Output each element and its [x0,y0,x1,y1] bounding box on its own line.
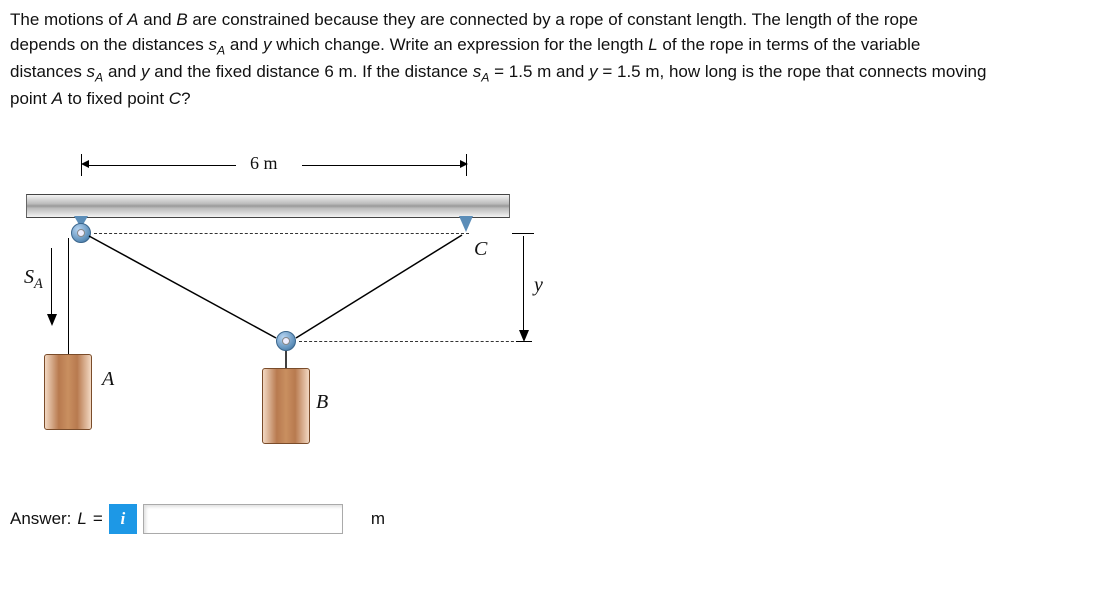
answer-L: L [77,509,86,529]
dashed-line-top [94,233,469,234]
text: depends on the distances [10,35,208,54]
text: are constrained because they are connect… [188,10,918,29]
info-icon[interactable]: i [109,504,137,534]
text: which change. Write an expression for th… [271,35,648,54]
c-hanger [459,216,473,232]
answer-equals: = [93,509,103,529]
var-L: L [648,35,657,54]
var-B: B [176,10,187,29]
y-line [523,236,524,336]
label-C: C [474,238,487,261]
var-A2: A [52,89,63,108]
text: distances [10,62,87,81]
var-C: C [169,89,181,108]
sA-arrow-line [51,248,52,320]
var-sA-s2: s [87,62,96,81]
dim-line-left [86,165,236,166]
y-tick-top-h [512,233,534,234]
text: of the rope in terms of the variable [658,35,921,54]
dim-line-right [302,165,462,166]
dashed-line-mid [299,341,524,342]
var-sA-s: s [208,35,217,54]
answer-row: Answer: L = i m [10,504,1089,534]
text: = 1.5 m and [489,62,589,81]
var-y3: y [589,62,598,81]
answer-input[interactable] [143,504,343,534]
label-A: A [102,368,114,391]
text: to fixed point [63,89,169,108]
sA-arrow-head [47,314,57,326]
rope-A-down [68,238,69,354]
beam [26,194,510,218]
label-sA-sub: A [34,276,43,292]
var-sA-sub: A [217,43,225,57]
text: The motions of [10,10,127,29]
text: and [139,10,177,29]
label-B: B [316,391,328,414]
weight-A [44,354,92,430]
text: and [225,35,263,54]
var-sA-s3: s [473,62,482,81]
answer-label-pre: Answer: [10,509,71,529]
dim-arrow-right [460,160,468,168]
text: point [10,89,52,108]
text: ? [181,89,190,108]
dim-label-6m: 6 m [244,153,284,174]
label-y: y [534,274,543,297]
var-y2: y [141,62,150,81]
pulley-B-pin [282,337,290,345]
text: and the fixed distance 6 m. If the dista… [150,62,473,81]
problem-statement: The motions of A and B are constrained b… [10,8,1089,112]
var-sA-sub2: A [95,70,103,84]
pulley-left-pin [77,229,85,237]
label-sA: SA [24,266,43,293]
answer-unit: m [371,509,385,529]
var-A: A [127,10,138,29]
weight-B [262,368,310,444]
label-sA-s: S [24,266,34,288]
text: and [103,62,141,81]
text: = 1.5 m, how long is the rope that conne… [598,62,987,81]
y-tick-bot-h [516,341,532,342]
dim-arrow-left [81,160,89,168]
figure: 6 m SA A B C y [14,148,534,478]
